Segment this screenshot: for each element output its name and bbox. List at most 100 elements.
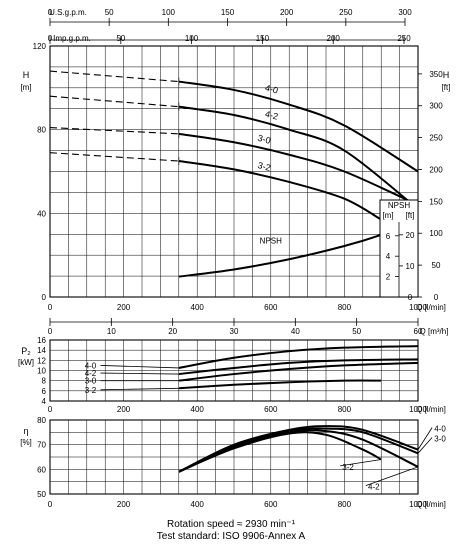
us-gpm-tick-label: 100 [162,8,176,17]
power-x-tick-label: 600 [264,405,278,414]
m3h-tick-label: 60 [414,327,423,336]
us-gpm-tick-label: 250 [339,8,353,17]
m3h-tick-label: 30 [230,327,239,336]
m3h-tick-label: 50 [352,327,361,336]
eff-y-label: η [23,426,28,436]
head-ft-tick-label: 200 [429,165,443,174]
us-gpm-tick-label: 50 [105,8,114,17]
head-y-tick-label: 120 [33,42,47,51]
power-y-unit: [kW] [18,358,34,367]
eff-x-tick-label: 1000 [409,500,427,509]
imp-gpm-tick-label: 250 [397,34,411,43]
npsh-unit-ft: [ft] [406,211,415,220]
efficiency-panel-frame [49,419,419,495]
m3h-axis-label: Q [m³/h] [420,327,449,336]
head-y-tick-label: 40 [37,209,46,218]
eff-label-leader [417,427,433,450]
head-x-tick-label: 200 [117,303,131,312]
head-ft-tick-label: 300 [429,102,443,111]
us-gpm-tick-label: 200 [280,8,294,17]
us-gpm-tick-label: 300 [398,8,412,17]
eff-curve-label: 4-0 [434,425,446,434]
eff-x-tick-label: 200 [117,500,131,509]
head-curve-4-0 [178,80,419,173]
power-curve-label: 4-0 [85,361,97,370]
eff-curve-label: 4-2 [368,483,380,492]
power-curve-label: 3-0 [85,377,97,386]
head-curve-label: 4-0 [264,83,279,96]
head-y2-unit: [ft] [442,83,451,92]
efficiency-curve-3-2 [178,431,382,473]
head-x-tick-label: 0 [48,303,53,312]
power-x-tick-label: 1000 [409,405,427,414]
efficiency-curve-4-0 [178,425,419,473]
head-curve-extension-4-0 [49,70,179,83]
eff-x-tick-label: 0 [48,500,53,509]
npsh-m-tick-label: 4 [386,252,391,261]
efficiency-curve-3-0 [178,427,419,473]
power-y-tick-label: 12 [37,356,46,365]
head-x-axis-label: Q [l/min] [416,303,446,312]
power-curve-3-2 [178,379,382,390]
eff-x-tick-label: 800 [338,500,352,509]
power-label-leader [100,387,179,391]
efficiency-curve-4-2 [178,429,419,473]
head-curve-extension-3-2 [49,152,179,162]
imp-gpm-tick-label: 150 [256,34,270,43]
npsh-curve-label: NPSH [260,236,282,245]
m3h-tick-label: 20 [168,327,177,336]
head-curve-label: 3-2 [257,160,272,173]
npsh-unit-m: [m] [382,211,393,220]
npsh-axis-title: NPSH [388,201,410,210]
power-panel-frame [49,339,419,402]
head-curve-4-2 [178,105,419,210]
head-x-tick-label: 600 [264,303,278,312]
imp-gpm-tick-label: 100 [185,34,199,43]
head-y-tick-label: 80 [37,126,46,135]
eff-y-tick-label: 50 [37,490,46,499]
power-x-tick-label: 800 [338,405,352,414]
power-y-tick-label: 16 [37,336,46,345]
imp-gpm-tick-label: 50 [116,34,125,43]
npsh-axis-box: NPSH[m] [ft] 2 4 6 0 10 20 [379,199,419,302]
npsh-m-tick-label: 6 [386,232,391,241]
head-ft-tick-label: 250 [429,134,443,143]
power-y-tick-label: 10 [37,367,46,376]
footer-standard: Test standard: ISO 9906-Annex A [157,531,306,542]
head-ft-tick-label: 0 [434,293,439,302]
head-y-unit: [m] [20,83,31,92]
eff-y-tick-label: 70 [37,441,46,450]
power-y-tick-label: 8 [42,377,47,386]
npsh-ft-tick-label: 20 [406,231,415,240]
power-x-tick-label: 0 [48,405,53,414]
head-curve-label: 4-2 [264,109,279,122]
power-curve-label: 3-2 [85,386,97,395]
us-gpm-tick-label: 0 [48,8,53,17]
eff-label-leader [417,437,433,454]
head-ft-tick-label: 100 [429,229,443,238]
m3h-tick-label: 40 [291,327,300,336]
head-ft-tick-label: 350 [429,70,443,79]
head-y-label: H [23,70,30,80]
power-y-tick-label: 14 [37,346,46,355]
eff-y-unit: [%] [20,438,32,447]
power-x-tick-label: 200 [117,405,131,414]
imp-gpm-tick-label: 200 [327,34,341,43]
power-curve-3-0 [178,361,419,382]
head-ft-tick-label: 50 [432,261,441,270]
eff-y-tick-label: 60 [37,465,46,474]
power-y-tick-label: 6 [42,387,47,396]
m3h-tick-label: 0 [48,327,53,336]
power-x-tick-label: 400 [191,405,205,414]
head-curve-3-2 [178,160,382,221]
power-curve-4-2 [178,358,419,376]
head-curve-label: 3-0 [257,133,272,146]
head-x-tick-label: 1000 [409,303,427,312]
eff-x-tick-label: 400 [191,500,205,509]
head-curve-extension-3-0 [49,127,179,135]
eff-label-leader [365,466,419,486]
head-x-tick-label: 400 [191,303,205,312]
